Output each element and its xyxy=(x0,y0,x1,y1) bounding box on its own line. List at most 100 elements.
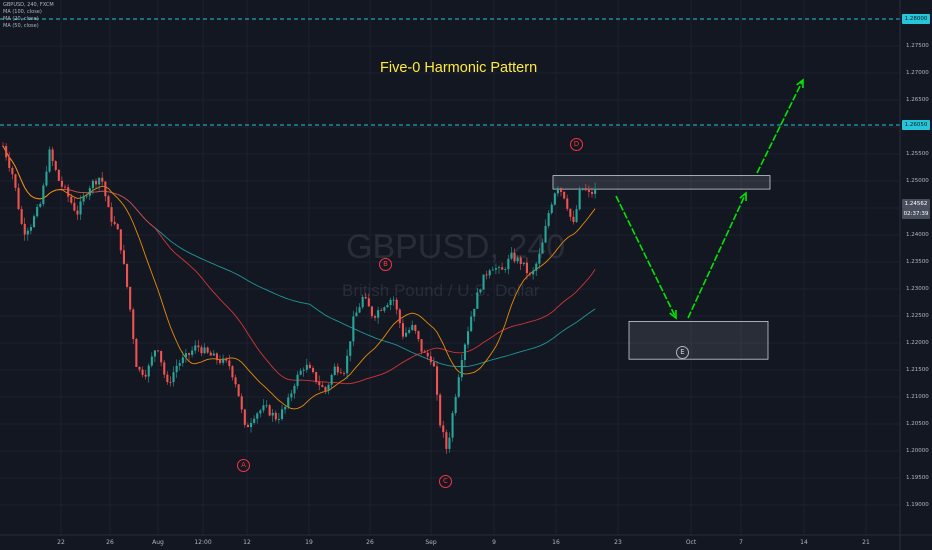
legend-ma20[interactable]: MA (20, close) xyxy=(3,16,39,22)
candle-body xyxy=(333,366,336,375)
candle-body xyxy=(401,323,404,337)
candle-body xyxy=(119,229,122,251)
zones-layer xyxy=(552,175,771,360)
candle-body xyxy=(429,356,432,363)
candle-body xyxy=(442,425,445,433)
candle-body xyxy=(284,406,287,410)
candle-body xyxy=(445,432,448,449)
ma50-line xyxy=(2,145,596,385)
candle-body xyxy=(364,296,367,299)
candle-body xyxy=(135,338,138,367)
candle-body xyxy=(485,274,488,276)
projection-arrows xyxy=(615,78,804,320)
candle-body xyxy=(234,377,237,385)
level-badge-2[interactable]: 1.26050 xyxy=(902,120,930,130)
candle-body xyxy=(20,209,23,224)
candle-body xyxy=(91,180,94,189)
candle-body xyxy=(194,345,197,351)
candle-body xyxy=(98,177,101,185)
candle-body xyxy=(122,250,125,264)
candle-body xyxy=(197,345,200,348)
candle-body xyxy=(519,257,522,265)
candle-body xyxy=(460,360,463,378)
candle-body xyxy=(547,212,550,226)
candle-body xyxy=(26,230,29,235)
candle-body xyxy=(262,405,265,411)
candle-body xyxy=(451,413,454,438)
y-tick: 1.21500 xyxy=(906,367,929,373)
candle-body xyxy=(237,384,240,397)
point-c-label[interactable]: C xyxy=(439,475,452,488)
candle-body xyxy=(166,374,169,383)
candle-body xyxy=(64,186,67,188)
x-tick: 22 xyxy=(57,539,65,546)
candle-body xyxy=(231,366,234,378)
point-b-label[interactable]: B xyxy=(379,258,392,271)
candle-body xyxy=(339,372,342,374)
candle-body xyxy=(129,286,132,310)
y-tick: 1.25500 xyxy=(906,151,929,157)
candle-body xyxy=(2,145,5,147)
x-tick: 12:00 xyxy=(194,539,212,546)
level-badge-1[interactable]: 1.28000 xyxy=(902,14,930,24)
point-d-label[interactable]: D xyxy=(570,138,583,151)
candle-body xyxy=(200,347,203,354)
candle-body xyxy=(383,307,386,311)
x-tick: Sep xyxy=(425,539,437,546)
candle-body xyxy=(54,161,57,170)
last-price-badge[interactable]: 1.24562 xyxy=(902,199,930,209)
candle-body xyxy=(95,180,98,185)
candle-body xyxy=(113,221,116,225)
ma20-line xyxy=(2,145,596,410)
candle-body xyxy=(302,369,305,371)
candle-body xyxy=(513,252,516,262)
candle-body xyxy=(17,187,20,210)
y-tick: 1.21000 xyxy=(906,394,929,400)
candle-body xyxy=(246,424,249,428)
candle-body xyxy=(467,331,470,345)
candle-body xyxy=(153,350,156,357)
candle-body xyxy=(315,372,318,382)
candle-body xyxy=(60,180,63,187)
legend-ma50[interactable]: MA (50, close) xyxy=(3,23,39,29)
resistance-zone xyxy=(552,175,771,190)
candle-body xyxy=(5,145,8,158)
candle-body xyxy=(287,397,290,407)
candle-body xyxy=(274,412,277,420)
candle-body xyxy=(463,344,466,361)
candle-body xyxy=(569,208,572,217)
candle-body xyxy=(36,206,39,217)
candle-body xyxy=(163,362,166,375)
candle-body xyxy=(296,374,299,386)
candle-body xyxy=(172,372,175,383)
symbol-line[interactable]: GBPUSD, 240, FXCM xyxy=(3,2,54,8)
candle-body xyxy=(324,386,327,391)
candle-body xyxy=(358,307,361,313)
candle-body xyxy=(591,191,594,194)
candle-body xyxy=(67,187,70,197)
candle-body xyxy=(265,405,268,407)
candle-body xyxy=(8,157,11,168)
point-a-label[interactable]: A xyxy=(237,459,250,472)
candle-body xyxy=(498,267,501,269)
candle-body xyxy=(79,201,82,215)
candle-body xyxy=(541,242,544,254)
candle-body xyxy=(470,316,473,332)
y-tick: 1.22500 xyxy=(906,313,929,319)
candle-body xyxy=(454,396,457,414)
point-e-label[interactable]: E xyxy=(676,346,689,359)
candle-body xyxy=(361,296,364,308)
candle-body xyxy=(76,210,79,215)
legend-ma100[interactable]: MA (100, close) xyxy=(3,9,42,15)
arrow-up-to-zone-head xyxy=(739,191,747,202)
candle-body xyxy=(556,188,559,194)
candle-body xyxy=(529,273,532,275)
y-tick: 1.24000 xyxy=(906,232,929,238)
x-tick: 26 xyxy=(366,539,374,546)
candle-body xyxy=(507,258,510,270)
candle-body xyxy=(29,226,32,231)
arrow-up-to-zone xyxy=(687,192,747,319)
arrow-down-to-e-head xyxy=(669,309,677,320)
